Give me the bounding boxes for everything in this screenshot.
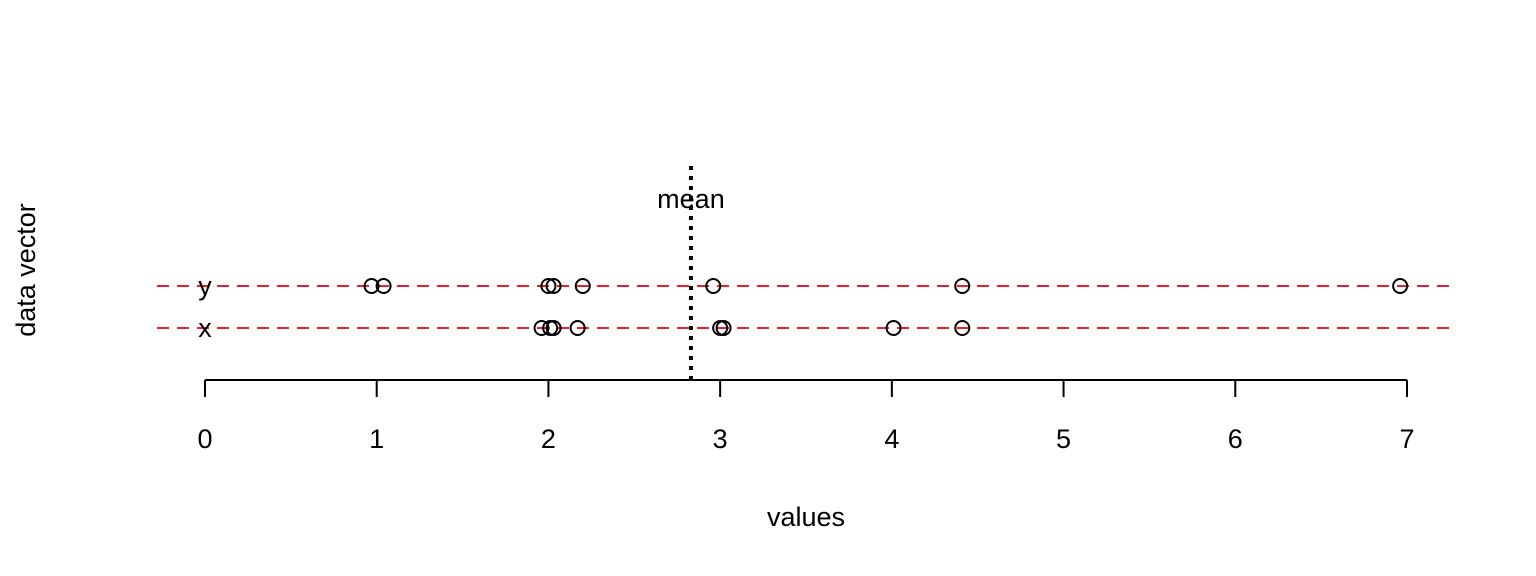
data-point-x bbox=[885, 320, 902, 336]
data-point-y bbox=[363, 278, 380, 294]
data-point-y bbox=[540, 278, 557, 294]
series-guide-lines bbox=[157, 285, 1452, 329]
data-point-y bbox=[375, 278, 392, 294]
x-tick-label: 4 bbox=[884, 424, 899, 454]
data-point-y bbox=[545, 278, 562, 294]
series-label-x: x bbox=[198, 313, 212, 343]
data-points bbox=[363, 278, 1409, 336]
data-point-y bbox=[705, 278, 722, 294]
x-axis-title: values bbox=[767, 502, 845, 532]
mean-label: mean bbox=[657, 184, 725, 214]
x-tick-label: 6 bbox=[1228, 424, 1243, 454]
series-label-y: y bbox=[198, 271, 212, 301]
data-point-y bbox=[1392, 278, 1409, 294]
x-tick-label: 3 bbox=[713, 424, 728, 454]
data-point-x bbox=[569, 320, 586, 336]
data-point-x bbox=[715, 320, 732, 336]
x-tick-label: 2 bbox=[541, 424, 556, 454]
data-point-x bbox=[545, 320, 562, 336]
x-tick-label: 1 bbox=[369, 424, 384, 454]
data-point-x bbox=[533, 320, 550, 336]
y-axis-title: data vector bbox=[11, 203, 41, 337]
data-point-y bbox=[574, 278, 591, 294]
x-tick-label: 5 bbox=[1056, 424, 1071, 454]
x-tick-label: 0 bbox=[197, 424, 212, 454]
data-point-x bbox=[954, 320, 971, 336]
x-tick-label: 7 bbox=[1399, 424, 1414, 454]
x-ticks: 0 1 2 3 4 5 6 7 bbox=[197, 380, 1415, 454]
series-labels: yx bbox=[198, 271, 212, 343]
x-axis: 0 1 2 3 4 5 6 7 bbox=[197, 379, 1415, 454]
data-point-y bbox=[954, 278, 971, 294]
mean-reference: mean bbox=[657, 166, 725, 382]
